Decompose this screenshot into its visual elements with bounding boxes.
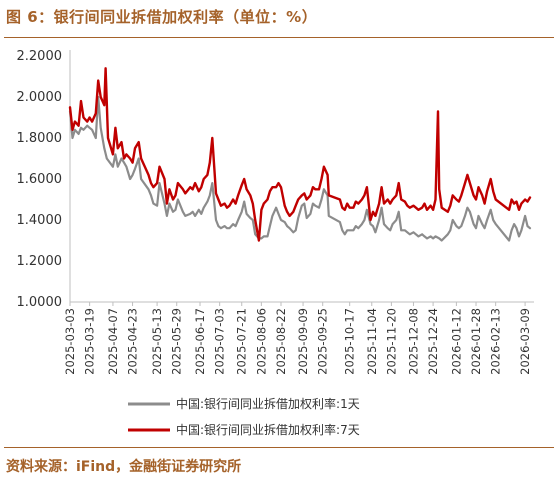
x-tick-label: 2025-08-22 (274, 308, 288, 375)
x-tick-label: 2025-03-19 (83, 308, 97, 375)
y-tick-label: 2.0000 (17, 90, 63, 105)
y-axis-layer: 1.0000 1.2000 1.4000 1.6000 1.8000 2.0000 2.20… (17, 49, 71, 310)
x-tick-label: 2026-01-12 (449, 308, 463, 375)
x-tick-label: 2025-05-13 (150, 308, 164, 375)
x-tick-label: 2025-04-23 (126, 308, 140, 375)
line-chart: 1.0000 1.2000 1.4000 1.6000 1.8000 2.0000 2.20… (17, 49, 534, 437)
x-tick-label: 2025-08-06 (254, 308, 268, 375)
x-tick-label: 2025-10-17 (343, 308, 357, 375)
y-tick-label: 1.0000 (17, 295, 63, 310)
x-tick-label: 2026-02-13 (489, 308, 503, 375)
x-tick-label: 2025-05-29 (170, 308, 184, 375)
y-tick-label: 1.8000 (17, 131, 63, 146)
x-tick-label: 2025-03-03 (63, 308, 77, 375)
x-tick-label: 2025-12-24 (426, 308, 440, 375)
y-tick-label: 2.2000 (17, 49, 63, 64)
legend-label-7d: 中国:银行间同业拆借加权利率:7天 (176, 422, 360, 437)
figure-source: 资料来源：iFind，金融街证券研究所 (6, 459, 242, 475)
series-7d-line (68, 67, 532, 242)
x-tick-label: 2025-06-17 (193, 308, 207, 375)
source-divider (4, 447, 554, 448)
y-tick-label: 1.6000 (17, 172, 63, 187)
x-axis-layer: 2025-03-03 2025-03-19 2025-04-07 2025-04-23… (63, 301, 534, 375)
x-tick-label: 2025-09-25 (316, 308, 330, 375)
x-tick-label: 2025-12-08 (406, 308, 420, 375)
x-tick-label: 2026-03-09 (518, 308, 532, 375)
x-tick-label: 2025-11-20 (384, 308, 398, 375)
x-tick-label: 2025-07-03 (213, 308, 227, 375)
x-tick-label: 2026-01-28 (469, 308, 483, 375)
series-1d-line (68, 95, 532, 242)
series-layer (68, 67, 532, 242)
x-tick-label: 2025-07-21 (235, 308, 249, 375)
y-tick-label: 1.4000 (17, 213, 63, 228)
legend-label-1d: 中国:银行间同业拆借加权利率:1天 (176, 396, 360, 411)
x-tick-label: 2025-09-09 (296, 308, 310, 375)
x-tick-label: 2025-11-04 (365, 308, 379, 375)
x-tick-label: 2025-04-07 (106, 308, 120, 375)
title-divider (4, 37, 554, 38)
figure-title: 图 6：银行间同业拆借加权利率（单位：%） (6, 8, 318, 26)
y-tick-label: 1.2000 (17, 254, 63, 269)
